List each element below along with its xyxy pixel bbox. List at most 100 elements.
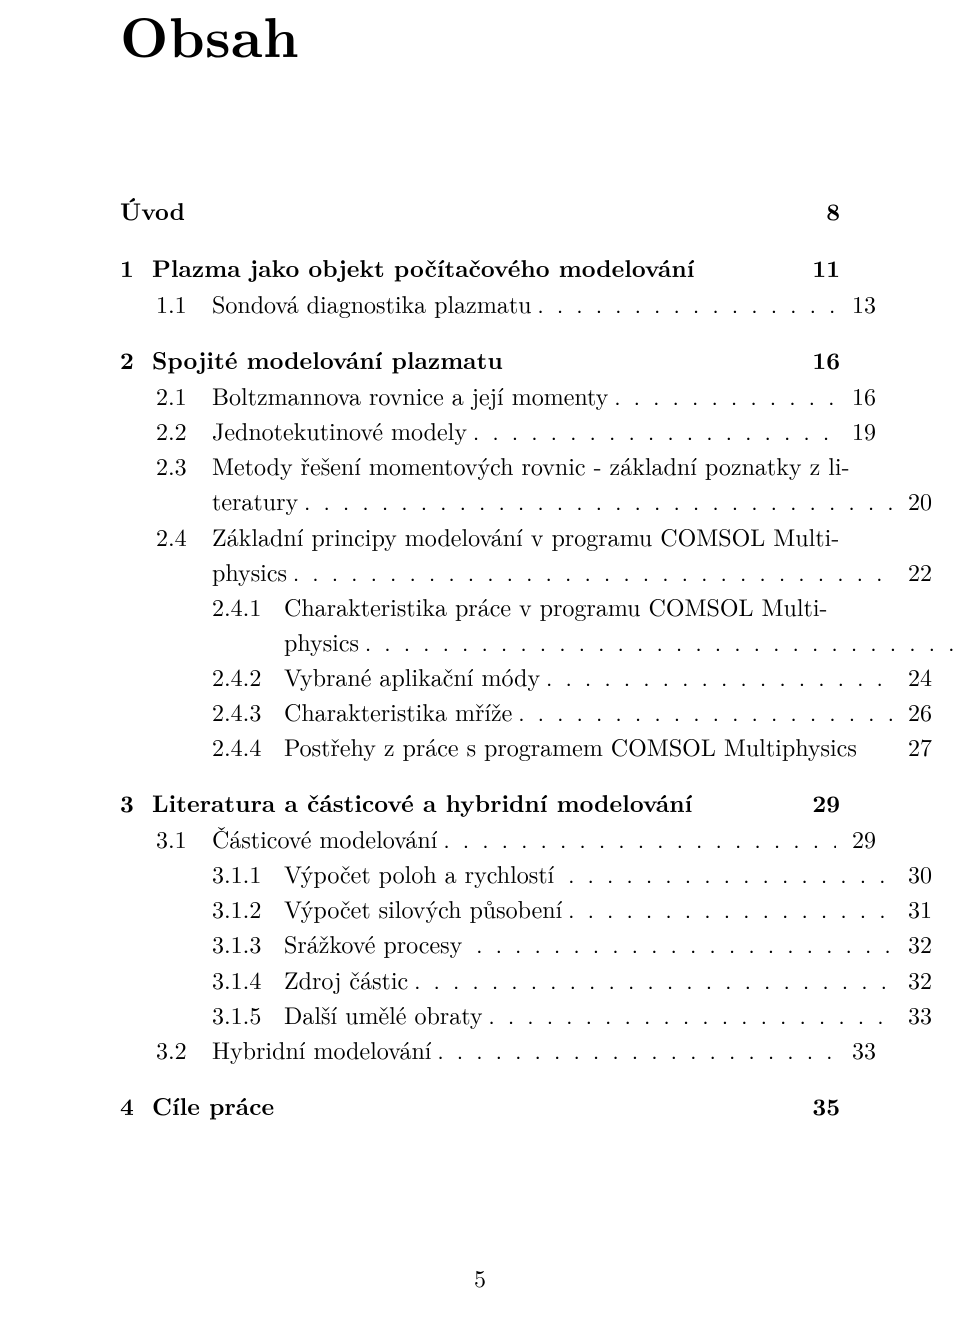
- toc-label: Plazma jako objekt počítačového modelová…: [152, 251, 694, 286]
- toc-page: 31: [892, 891, 932, 926]
- toc-leader-dots: [512, 694, 892, 729]
- page-container: Obsah Úvod 8 1 Plazma jako objekt počíta…: [0, 0, 960, 1332]
- toc-page: 29: [800, 786, 840, 821]
- toc-section-3-1: 3.1 Částicové modelování 29: [120, 821, 876, 856]
- toc-page: 32: [892, 926, 932, 961]
- toc-label: Metody řešení momentových rovnic - zákla…: [212, 448, 850, 483]
- toc-section-1-1: 1.1 Sondová diagnostika plazmatu 13: [120, 286, 876, 321]
- toc-section-3-2: 3.2 Hybridní modelování 33: [120, 1032, 876, 1067]
- toc-subsection-3-1-5: 3.1.5 Další umělé obraty 33: [120, 997, 932, 1032]
- toc-label: Spojité modelování plazmatu: [152, 343, 503, 378]
- toc-leader-dots: [467, 413, 836, 448]
- toc-section-2-2: 2.2 Jednotekutinové modely 19: [120, 413, 876, 448]
- toc-section-2-4-line2: physics 22: [120, 554, 932, 589]
- toc-label: physics: [212, 554, 287, 589]
- toc-leader-dots: [562, 891, 892, 926]
- toc-label: Výpočet silových působení: [284, 891, 562, 926]
- toc-num: 2.4: [156, 519, 212, 554]
- toc-label: Srážkové procesy: [284, 926, 470, 961]
- toc-label: teratury: [212, 483, 298, 518]
- toc-section-2-3-line2: teratury 20: [120, 483, 932, 518]
- toc-section-2-3-line1: 2.3 Metody řešení momentových rovnic - z…: [120, 448, 876, 483]
- toc-chapter-4: 4 Cíle práce 35: [120, 1089, 840, 1124]
- toc-page: 20: [892, 483, 932, 518]
- toc-label: Sondová diagnostika plazmatu: [212, 286, 532, 321]
- toc-subsection-2-4-1-line1: 2.4.1 Charakteristika práce v programu C…: [120, 589, 932, 624]
- toc-label: Charakteristika práce v programu COMSOL …: [284, 589, 828, 624]
- toc-label: Výpočet poloh a rychlostí: [284, 856, 562, 891]
- toc-subsection-2-4-1-line2: physics 22: [120, 624, 960, 659]
- toc-num: 2.4.3: [212, 694, 284, 729]
- toc-num: 3.1.3: [212, 926, 284, 961]
- toc-chapter-uvod: Úvod 8: [120, 194, 840, 229]
- toc-label: Hybridní modelování: [212, 1032, 431, 1067]
- toc-label: Zdroj částic: [284, 962, 408, 997]
- toc-page: 8: [800, 194, 840, 229]
- toc-page: 32: [892, 962, 932, 997]
- toc-num: 2.4.4: [212, 729, 284, 764]
- toc-page: 22: [892, 554, 932, 589]
- toc-leader-dots: [540, 659, 892, 694]
- toc-page: 33: [836, 1032, 876, 1067]
- toc-label: Charakteristika mříže: [284, 694, 512, 729]
- toc-subsection-3-1-4: 3.1.4 Zdroj částic 32: [120, 962, 932, 997]
- toc-page: 13: [836, 286, 876, 321]
- toc-num: 2: [120, 343, 152, 378]
- toc-label: Jednotekutinové modely: [212, 413, 467, 448]
- toc-leader-dots: [437, 821, 836, 856]
- toc-num: 3.1.5: [212, 997, 284, 1032]
- toc-page: 24: [892, 659, 932, 694]
- toc-leader-dots: [431, 1032, 836, 1067]
- toc-subsection-2-4-2: 2.4.2 Vybrané aplikační módy 24: [120, 659, 932, 694]
- toc-num: 3.2: [156, 1032, 212, 1067]
- toc-section-2-1: 2.1 Boltzmannova rovnice a její momenty …: [120, 378, 876, 413]
- toc-num: 2.1: [156, 378, 212, 413]
- toc-label: Částicové modelování: [212, 821, 437, 856]
- toc-page: 33: [892, 997, 932, 1032]
- toc-num: 3.1.2: [212, 891, 284, 926]
- toc-leader-dots: [470, 926, 892, 961]
- toc-leader-dots: [608, 378, 836, 413]
- toc-leader-dots: [562, 856, 892, 891]
- toc-num: 3.1.1: [212, 856, 284, 891]
- toc-subsection-3-1-1: 3.1.1 Výpočet poloh a rychlostí 30: [120, 856, 932, 891]
- toc-subsection-3-1-2: 3.1.2 Výpočet silových působení 31: [120, 891, 932, 926]
- toc-page: 16: [836, 378, 876, 413]
- toc-page: 11: [800, 251, 840, 286]
- toc-page: 29: [836, 821, 876, 856]
- toc-num: 2.4.2: [212, 659, 284, 694]
- toc-num: 1: [120, 251, 152, 286]
- toc-leader-dots: [532, 286, 836, 321]
- toc-leader-dots: [483, 997, 892, 1032]
- toc-num: 2.3: [156, 448, 212, 483]
- toc-label: Základní principy modelování v programu …: [212, 519, 839, 554]
- toc-leader-dots: [408, 962, 892, 997]
- toc-page: 16: [800, 343, 840, 378]
- toc-page: 27: [892, 729, 932, 764]
- toc-leader-dots: [359, 624, 960, 659]
- toc-page: 19: [836, 413, 876, 448]
- toc-leader-dots: [287, 554, 892, 589]
- toc-section-2-4-line1: 2.4 Základní principy modelování v progr…: [120, 519, 876, 554]
- toc-num: 2.4.1: [212, 589, 284, 624]
- toc-label: physics: [284, 624, 359, 659]
- table-of-contents: Úvod 8 1 Plazma jako objekt počítačového…: [120, 194, 840, 1124]
- toc-label: Postřehy z práce s programem COMSOL Mult…: [284, 729, 857, 764]
- toc-chapter-2: 2 Spojité modelování plazmatu 16: [120, 343, 840, 378]
- toc-label: Literatura a částicové a hybridní modelo…: [152, 786, 692, 821]
- toc-chapter-3: 3 Literatura a částicové a hybridní mode…: [120, 786, 840, 821]
- toc-num: 2.2: [156, 413, 212, 448]
- toc-label: Další umělé obraty: [284, 997, 483, 1032]
- toc-label: Úvod: [120, 194, 185, 229]
- toc-title: Obsah: [120, 0, 840, 74]
- page-number: 5: [0, 1260, 960, 1294]
- toc-num: 3.1.4: [212, 962, 284, 997]
- toc-num: 3.1: [156, 821, 212, 856]
- toc-page: 30: [892, 856, 932, 891]
- toc-subsection-2-4-4: 2.4.4 Postřehy z práce s programem COMSO…: [120, 729, 932, 764]
- toc-num: 3: [120, 786, 152, 821]
- toc-num: 4: [120, 1089, 152, 1124]
- toc-num: 1.1: [156, 286, 212, 321]
- toc-subsection-3-1-3: 3.1.3 Srážkové procesy 32: [120, 926, 932, 961]
- toc-page: 26: [892, 694, 932, 729]
